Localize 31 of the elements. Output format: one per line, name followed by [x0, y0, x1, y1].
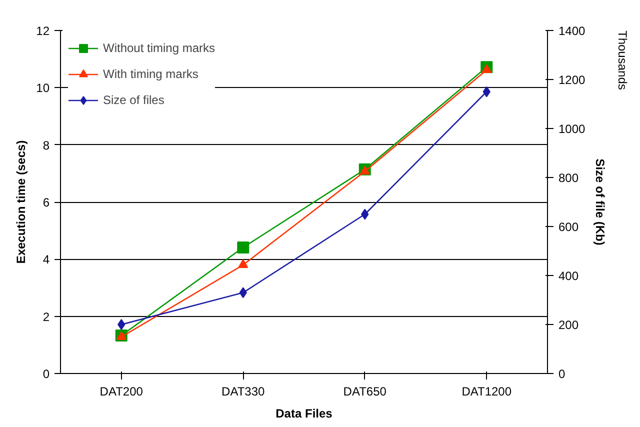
y2-tick-label: 200	[558, 318, 579, 332]
y-tick-label: 6	[42, 196, 50, 210]
y2-tick-label: 600	[558, 220, 579, 234]
x-tick-label: DAT200	[100, 384, 144, 398]
legend-label: Size of files	[103, 93, 164, 107]
y-tick-label: 0	[42, 367, 50, 381]
x-tick-label: DAT330	[222, 384, 266, 398]
legend-label: With timing marks	[103, 67, 198, 81]
y-tick-label: 4	[42, 252, 50, 267]
y-tick-label: 2	[42, 310, 50, 324]
x-tick-label: DAT1200	[462, 384, 512, 398]
x-axis-title: Data Files	[276, 406, 333, 420]
y2-tick-label: 1000	[558, 122, 586, 136]
point	[237, 241, 250, 254]
y-tick-label: 8	[42, 138, 50, 152]
y2-tick-label: 1200	[558, 73, 586, 87]
text: Thousands	[616, 30, 630, 90]
point	[118, 319, 126, 330]
y-tick-label: 10	[36, 81, 50, 96]
y2-tick-label: 1400	[558, 24, 586, 38]
y2-tick-label: 400	[558, 269, 579, 283]
x-tick-label: DAT650	[343, 384, 387, 398]
y2-tick-label: 800	[558, 171, 579, 185]
y-axis-title: Execution time (secs)	[14, 140, 28, 264]
legend-label: Without timing marks	[103, 41, 216, 55]
y-tick-label: 12	[36, 24, 50, 38]
point	[360, 166, 370, 175]
y2-tick-label: 0	[558, 367, 566, 381]
point	[238, 259, 248, 268]
point	[482, 64, 492, 74]
y2-axis-title: Size of file (Kb)	[593, 158, 608, 246]
